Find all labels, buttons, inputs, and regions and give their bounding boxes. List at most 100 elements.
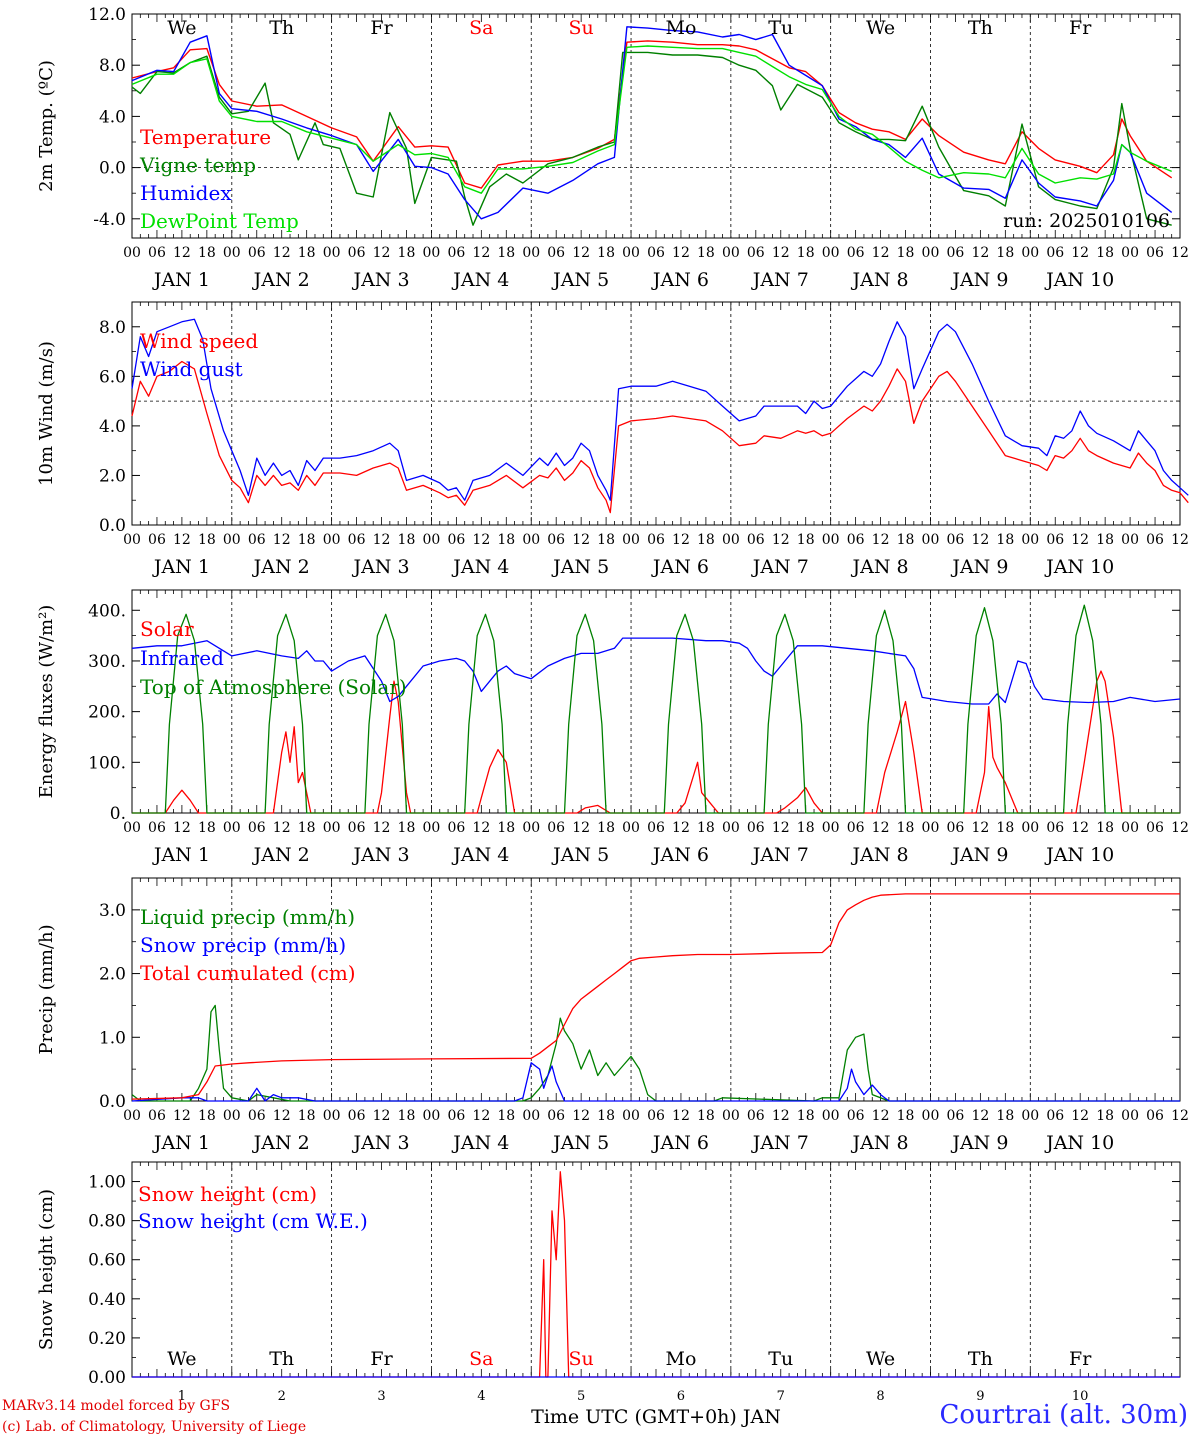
y-tick-label: 4.0 (99, 107, 126, 127)
x-hour-label: 06 (1146, 532, 1164, 548)
x-hour-label: 18 (298, 532, 316, 548)
weekday-label: Fr (1069, 1348, 1092, 1370)
x-hour-label: 06 (1146, 245, 1164, 261)
x-hour-label: 00 (622, 1108, 640, 1124)
x-hour-label: 18 (497, 820, 515, 836)
x-date-label: JAN 1 (152, 556, 210, 578)
x-hour-label: 12 (1171, 532, 1189, 548)
x-date-label: JAN 1 (152, 269, 210, 291)
x-hour-label: 00 (1021, 820, 1039, 836)
x-hour-label: 00 (922, 532, 940, 548)
weekday-label: Fr (1069, 17, 1092, 39)
x-day-number: 6 (677, 1389, 685, 1404)
x-hour-label: 12 (273, 532, 291, 548)
x-hour-label: 12 (672, 245, 690, 261)
x-date-label: JAN 6 (651, 269, 709, 291)
x-hour-label: 00 (123, 532, 141, 548)
x-date-label: JAN 2 (252, 269, 310, 291)
x-hour-label: 12 (872, 245, 890, 261)
x-hour-label: 18 (198, 1108, 216, 1124)
x-hour-label: 00 (822, 532, 840, 548)
panel-5: 1.00 0.80 0.60 0.40 0.20 0.00 Snow height (cm)… (36, 1161, 1181, 1428)
x-hour-label: 00 (822, 245, 840, 261)
x-hour-label: 06 (747, 1108, 765, 1124)
x-date-label: JAN 10 (1044, 269, 1114, 291)
series-line-infrared (131, 637, 1181, 705)
x-hour-label: 12 (273, 820, 291, 836)
x-hour-label: 06 (348, 532, 366, 548)
y-tick-label: 0.0 (99, 159, 126, 179)
weekday-label: We (866, 17, 895, 39)
x-hour-label: 18 (398, 1108, 416, 1124)
x-hour-label: 00 (522, 245, 540, 261)
x-hour-label: 12 (971, 1108, 989, 1124)
y-tick-label: 8.0 (99, 318, 126, 338)
y-tick-label: 4.0 (99, 417, 126, 437)
y-tick-label: 0.0 (99, 516, 126, 536)
y-tick-label: 300. (88, 652, 126, 672)
x-date-label: JAN 3 (351, 269, 409, 291)
x-axis-label: Time UTC (GMT+0h) JAN (531, 1406, 781, 1428)
x-hour-label: 12 (373, 1108, 391, 1124)
y-tick-label: 2.0 (99, 466, 126, 486)
weekday-label: Sa (469, 17, 493, 39)
x-hour-label: 18 (298, 820, 316, 836)
legend-entry: Wind speed (140, 329, 258, 353)
x-hour-label: 06 (1046, 820, 1064, 836)
x-hour-label: 18 (697, 245, 715, 261)
weekday-label: Th (269, 1348, 294, 1370)
x-hour-label: 00 (622, 820, 640, 836)
x-hour-label: 18 (996, 245, 1014, 261)
weekday-label: Fr (370, 17, 393, 39)
x-hour-label: 18 (298, 1108, 316, 1124)
x-hour-label: 06 (447, 820, 465, 836)
x-date-label: JAN 10 (1044, 1132, 1114, 1154)
x-hour-label: 06 (248, 1108, 266, 1124)
x-hour-label: 18 (897, 820, 915, 836)
y-tick-label: 8.0 (99, 56, 126, 76)
x-hour-label: 12 (772, 1108, 790, 1124)
x-day-number: 2 (278, 1389, 286, 1404)
series-line-snow-precip-mm-h- (131, 1062, 1180, 1102)
x-hour-label: 12 (273, 245, 291, 261)
x-hour-label: 00 (1021, 532, 1039, 548)
x-hour-label: 12 (1071, 820, 1089, 836)
y-tick-label: 1.0 (99, 1028, 126, 1048)
series-line-top-of-atmosphere-solar- (132, 604, 1180, 814)
x-hour-label: 06 (847, 820, 865, 836)
x-hour-label: 06 (747, 532, 765, 548)
x-date-label: JAN 3 (351, 1132, 409, 1154)
x-date-label: JAN 5 (551, 269, 609, 291)
y-tick-label: 0.60 (88, 1251, 126, 1271)
panel-2: 8.0 6.0 4.0 2.0 0.0 10m Wind (m/s) 00 06 12 18 00 0… (36, 301, 1189, 578)
x-hour-label: 00 (1121, 245, 1139, 261)
x-hour-label: 18 (597, 820, 615, 836)
x-hour-label: 12 (1171, 820, 1189, 836)
y-tick-label: 0.0 (99, 1092, 126, 1112)
x-hour-label: 18 (1096, 820, 1114, 836)
x-hour-label: 12 (1071, 532, 1089, 548)
x-hour-label: 00 (522, 532, 540, 548)
weekday-label: Sa (469, 1348, 493, 1370)
x-hour-label: 00 (822, 820, 840, 836)
legend-entry: Liquid precip (mm/h) (140, 905, 355, 929)
model-credit: MARv3.14 model forced by GFS (2, 1398, 231, 1414)
legend-entry: Snow precip (mm/h) (140, 933, 346, 957)
weekday-label: Tu (768, 17, 793, 39)
x-day-number: 5 (577, 1389, 585, 1404)
legend-entry: Top of Atmosphere (Solar) (140, 675, 407, 699)
weekday-label: Tu (768, 1348, 793, 1370)
x-day-number: 1 (178, 1389, 186, 1404)
x-date-label: JAN 7 (751, 556, 809, 578)
x-hour-label: 12 (173, 820, 191, 836)
weekday-label: Th (968, 17, 993, 39)
x-hour-label: 12 (373, 820, 391, 836)
x-hour-label: 06 (947, 245, 965, 261)
x-hour-label: 00 (123, 820, 141, 836)
y-tick-label: 6.0 (99, 367, 126, 387)
plot-frame (131, 301, 1181, 526)
x-hour-label: 00 (1021, 245, 1039, 261)
legend-entry: Vigne temp (139, 153, 256, 177)
x-hour-label: 12 (971, 532, 989, 548)
x-hour-label: 18 (298, 245, 316, 261)
